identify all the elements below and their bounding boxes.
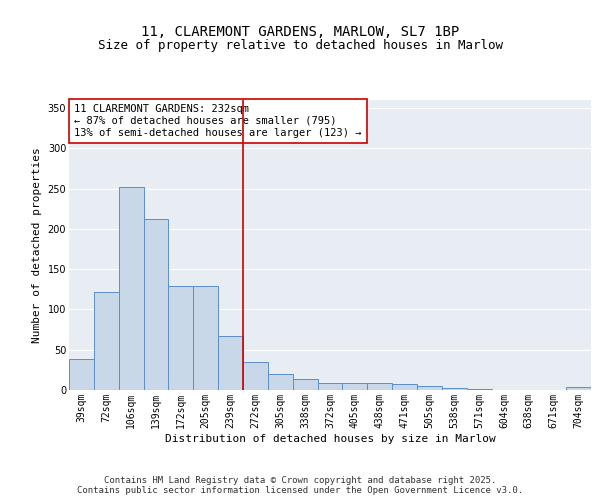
Bar	[218, 336, 243, 390]
Bar	[119, 187, 143, 390]
Bar	[268, 374, 293, 390]
Bar	[243, 362, 268, 390]
Bar	[392, 384, 417, 390]
Bar	[193, 286, 218, 390]
Bar	[367, 383, 392, 390]
Bar	[566, 387, 591, 390]
Bar	[169, 286, 193, 390]
Bar	[417, 386, 442, 390]
Text: 11, CLAREMONT GARDENS, MARLOW, SL7 1BP: 11, CLAREMONT GARDENS, MARLOW, SL7 1BP	[141, 26, 459, 40]
Text: 11 CLAREMONT GARDENS: 232sqm
← 87% of detached houses are smaller (795)
13% of s: 11 CLAREMONT GARDENS: 232sqm ← 87% of de…	[74, 104, 362, 138]
Bar	[69, 360, 94, 390]
Bar	[442, 388, 467, 390]
Bar	[143, 219, 169, 390]
Text: Size of property relative to detached houses in Marlow: Size of property relative to detached ho…	[97, 40, 503, 52]
Text: Contains HM Land Registry data © Crown copyright and database right 2025.
Contai: Contains HM Land Registry data © Crown c…	[77, 476, 523, 495]
Bar	[467, 389, 491, 390]
Bar	[293, 378, 317, 390]
Y-axis label: Number of detached properties: Number of detached properties	[32, 147, 42, 343]
Bar	[343, 383, 367, 390]
X-axis label: Distribution of detached houses by size in Marlow: Distribution of detached houses by size …	[164, 434, 496, 444]
Bar	[94, 292, 119, 390]
Bar	[317, 383, 343, 390]
